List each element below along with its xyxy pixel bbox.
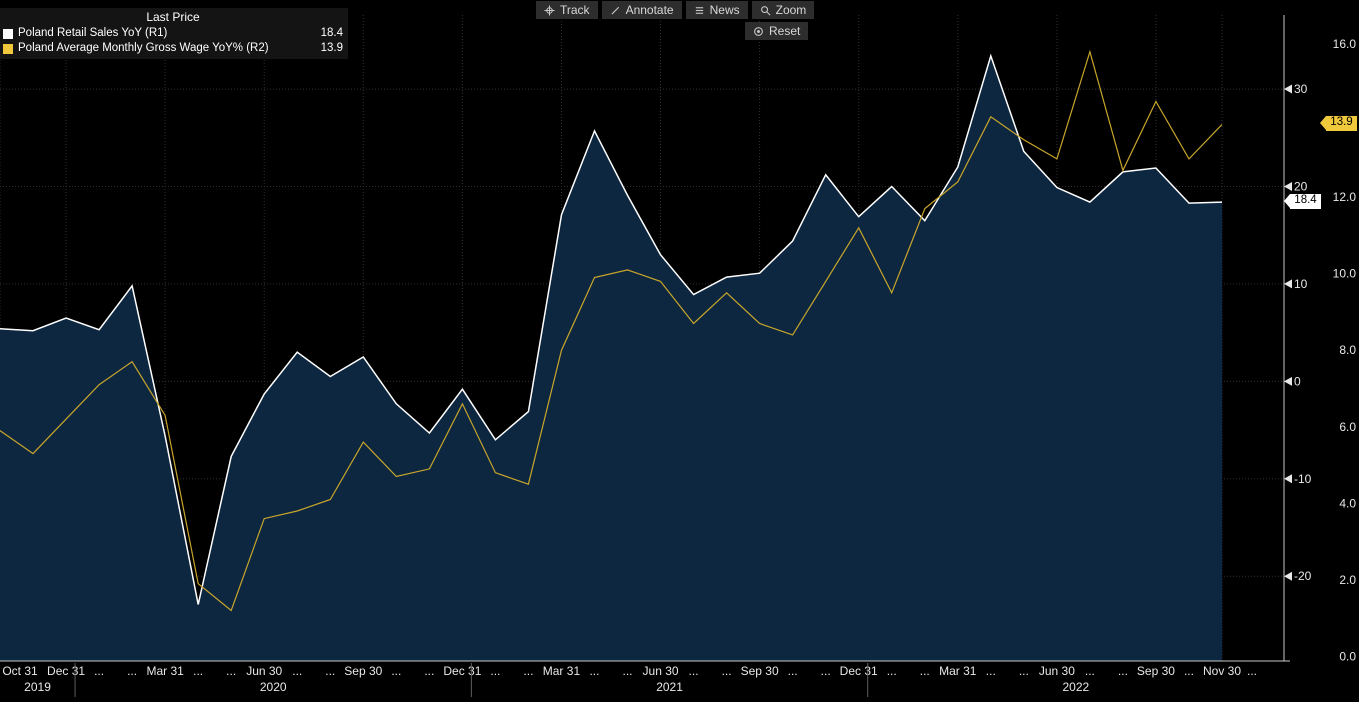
x-axis-ellipsis-label: ... [623, 664, 633, 678]
x-axis-ellipsis-label: ... [1118, 664, 1128, 678]
news-list-icon [695, 6, 703, 14]
chart-toolbar: Track Annotate News Zoo [536, 1, 815, 19]
track-button[interactable]: Track [536, 1, 598, 19]
x-axis-ellipsis-label: ... [391, 664, 401, 678]
r1-axis-tick-label: 10 [1294, 277, 1308, 291]
x-axis-year-label: 2022 [1062, 680, 1089, 694]
zoom-button-label: Zoom [775, 3, 807, 17]
reset-button[interactable]: Reset [745, 22, 809, 40]
x-axis-tick-label: Mar 31 [543, 664, 581, 678]
x-axis-ellipsis-label: ... [722, 664, 732, 678]
x-axis-ellipsis-label: ... [920, 664, 930, 678]
x-axis-tick-label: Sep 30 [1137, 664, 1175, 678]
legend-series-retail-sales[interactable]: Poland Retail Sales YoY (R1) 18.4 [3, 26, 343, 41]
x-axis-tick-label: Dec 31 [840, 664, 878, 678]
x-axis-tick-label: Sep 30 [344, 664, 382, 678]
x-axis-ellipsis-label: ... [1019, 664, 1029, 678]
track-crosshair-icon [544, 4, 555, 16]
r1-tick-arrow-icon [1284, 571, 1292, 581]
gross-wage-series-label: Poland Average Monthly Gross Wage YoY% (… [18, 42, 269, 54]
gross-wage-last-value: 13.9 [320, 42, 343, 54]
x-axis-ellipsis-label: ... [193, 664, 203, 678]
x-axis-tick-label: Nov 30 [1203, 664, 1241, 678]
x-axis-ellipsis-label: ... [94, 664, 104, 678]
reset-target-icon [754, 26, 763, 36]
r2-axis-tick-label: 12.0 [1333, 190, 1357, 204]
news-button-label: News [709, 3, 740, 17]
x-axis-ellipsis-label: ... [1184, 664, 1194, 678]
x-axis-tick-label: Dec 31 [443, 664, 481, 678]
x-axis-ellipsis-label: ... [226, 664, 236, 678]
x-axis-tick-label: Jun 30 [246, 664, 282, 678]
track-button-label: Track [560, 3, 590, 17]
r1-tick-arrow-icon [1284, 474, 1292, 484]
annotate-pencil-icon [611, 6, 619, 15]
retail-sales-last-value: 18.4 [320, 27, 343, 39]
r2-axis-tick-label: 2.0 [1339, 573, 1356, 587]
r2-axis-tick-label: 16.0 [1333, 37, 1357, 51]
r1-tick-arrow-icon [1284, 279, 1292, 289]
r1-tick-arrow-icon [1284, 376, 1292, 386]
gross-wage-last-price-badge: 13.9 [1320, 116, 1357, 132]
x-axis-year-label: 2020 [260, 680, 287, 694]
r1-axis-tick-label: -10 [1294, 472, 1312, 486]
legend-series-gross-wage[interactable]: Poland Average Monthly Gross Wage YoY% (… [3, 41, 343, 56]
news-button[interactable]: News [685, 1, 748, 19]
r1-axis-tick-label: 20 [1294, 179, 1308, 193]
x-axis-year-label: 2021 [656, 680, 683, 694]
x-axis-ellipsis-label: ... [523, 664, 533, 678]
reset-button-label: Reset [769, 24, 801, 38]
x-axis-ellipsis-label: ... [1247, 664, 1257, 678]
x-axis-ellipsis-label: ... [689, 664, 699, 678]
x-axis-ellipsis-label: ... [127, 664, 137, 678]
x-axis-ellipsis-label: ... [325, 664, 335, 678]
retail-sales-series-label: Poland Retail Sales YoY (R1) [18, 27, 168, 39]
x-axis-year-label: 2019 [24, 680, 51, 694]
retail-sales-area-fill [0, 55, 1222, 661]
x-axis-ellipsis-label: ... [1085, 664, 1095, 678]
r1-tick-arrow-icon [1284, 181, 1292, 191]
legend-title: Last Price [146, 10, 200, 24]
x-axis-tick-label: Jun 30 [643, 664, 679, 678]
r1-axis-tick-label: -20 [1294, 569, 1312, 583]
x-axis-tick-label: Mar 31 [146, 664, 184, 678]
x-axis-ellipsis-label: ... [788, 664, 798, 678]
retail-sales-color-swatch [3, 28, 13, 39]
retail-sales-last-price-badge: 18.4 [1284, 194, 1321, 210]
x-axis-ellipsis-label: ... [490, 664, 500, 678]
gross-wage-color-swatch [3, 43, 13, 54]
x-axis-tick-label: Sep 30 [741, 664, 779, 678]
x-axis-ellipsis-label: ... [589, 664, 599, 678]
legend-panel: Last Price Poland Retail Sales YoY (R1) … [0, 8, 348, 59]
r1-axis-tick-label: 30 [1294, 82, 1308, 96]
r2-axis-tick-label: 6.0 [1339, 420, 1356, 434]
x-axis-tick-label: Oct 31 [2, 664, 38, 678]
x-axis-ellipsis-label: ... [292, 664, 302, 678]
gross-wage-line [0, 49, 1223, 612]
x-axis-ellipsis-label: ... [424, 664, 434, 678]
x-axis-tick-label: Mar 31 [939, 664, 977, 678]
r2-axis-tick-label: 4.0 [1339, 496, 1356, 510]
x-axis-ellipsis-label: ... [887, 664, 897, 678]
r1-tick-arrow-icon [1284, 84, 1292, 94]
r1-axis-tick-label: 0 [1294, 374, 1301, 388]
zoom-magnifier-icon [760, 5, 771, 15]
annotate-button-label: Annotate [625, 3, 674, 17]
r2-axis-tick-label: 8.0 [1339, 343, 1356, 357]
x-axis-tick-label: Dec 31 [47, 664, 85, 678]
zoom-button[interactable]: Zoom [751, 1, 815, 19]
r2-axis-tick-label: 0.0 [1339, 649, 1356, 663]
r2-axis-tick-label: 10.0 [1333, 267, 1357, 281]
x-axis-tick-label: Jun 30 [1039, 664, 1075, 678]
annotate-button[interactable]: Annotate [601, 1, 682, 19]
x-axis-ellipsis-label: ... [986, 664, 996, 678]
x-axis-ellipsis-label: ... [821, 664, 831, 678]
